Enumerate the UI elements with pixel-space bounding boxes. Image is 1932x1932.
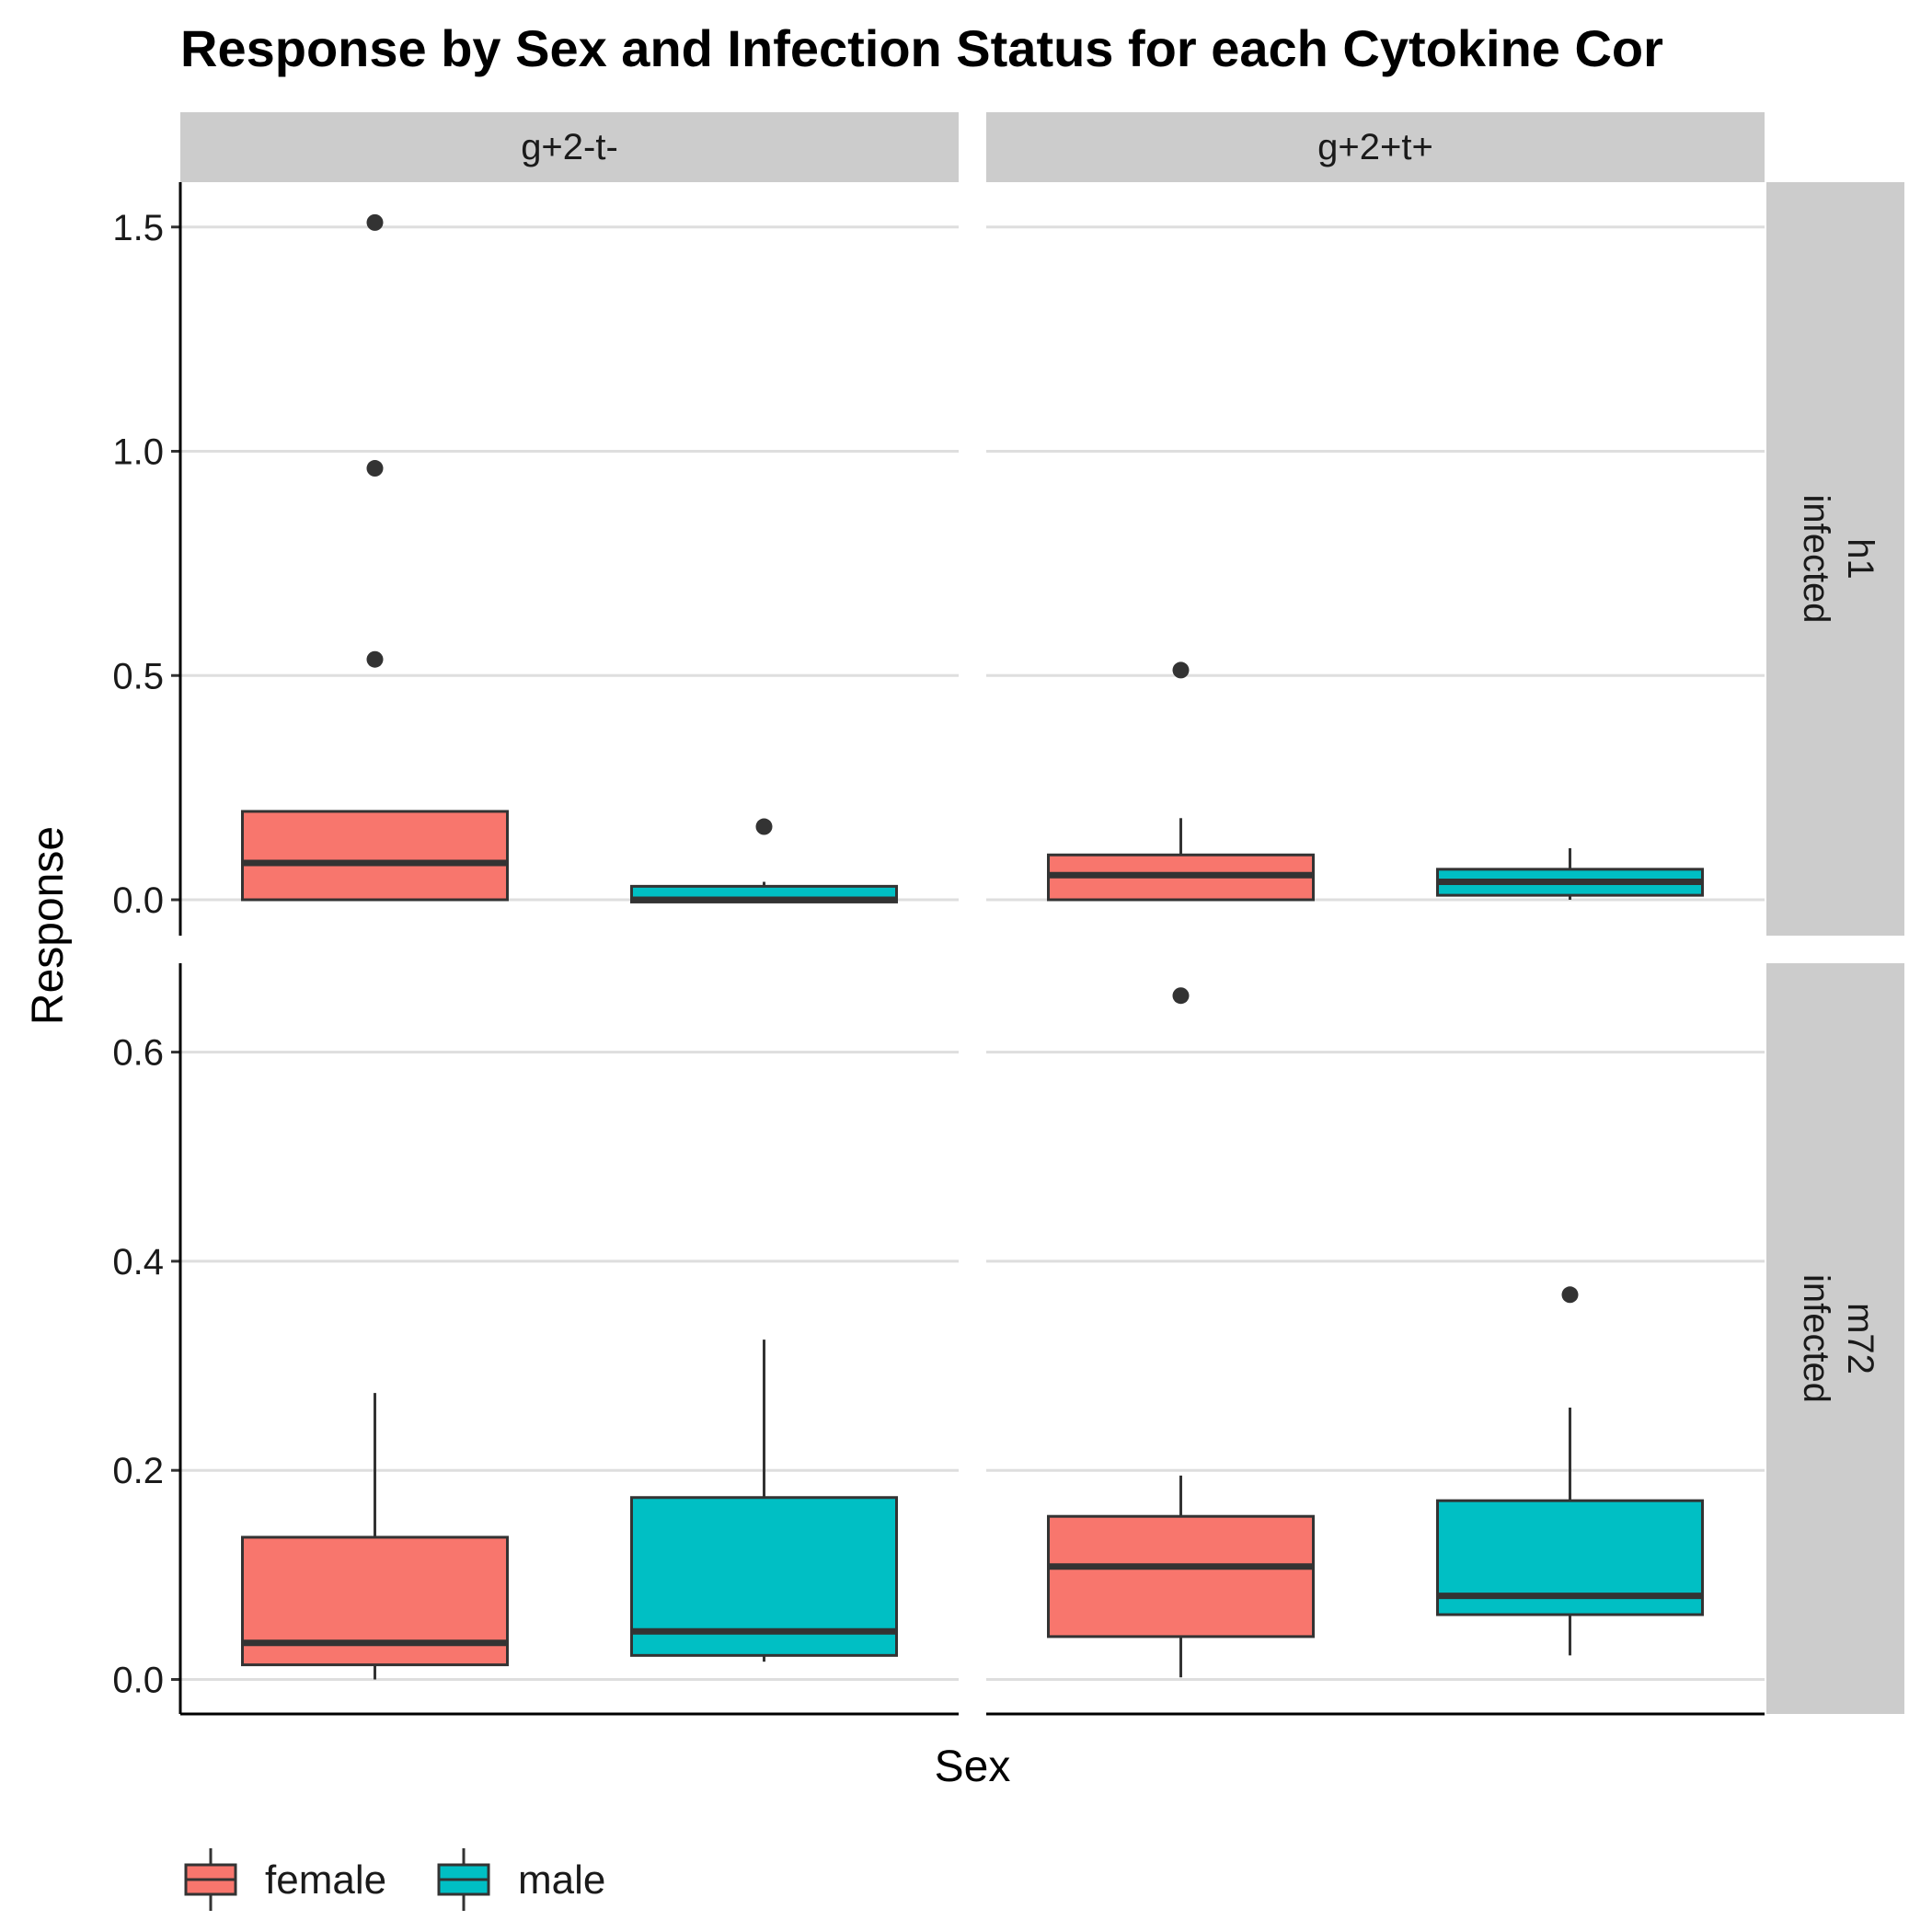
- legend-label: female: [265, 1857, 386, 1903]
- y-axis-label: Response: [24, 826, 73, 1025]
- y-tick-label: 1.5: [112, 208, 164, 248]
- outlier-point: [1172, 661, 1190, 679]
- y-tick-label: 0.2: [112, 1451, 164, 1491]
- chart-body: g+2-t-g+2+t+h1infectedm72infected0.00.51…: [112, 112, 1904, 1716]
- y-tick-label: 0.0: [112, 1660, 164, 1700]
- row-strip-label-line: m72: [1840, 1303, 1880, 1374]
- row-strip-label-line: infected: [1796, 1274, 1836, 1403]
- y-tick-label: 0.0: [112, 880, 164, 921]
- row-strip: [1766, 182, 1904, 936]
- y-tick-label: 0.6: [112, 1033, 164, 1074]
- outlier-point: [1561, 1286, 1579, 1304]
- box-female: [241, 810, 509, 902]
- y-tick-label: 0.5: [112, 656, 164, 696]
- row-strip-label: m72infected: [1796, 1274, 1880, 1403]
- row-strip: [1766, 963, 1904, 1714]
- outlier-point: [366, 213, 384, 231]
- column-strip-label: g+2+t+: [1317, 127, 1433, 167]
- y-tick-label: 1.0: [112, 432, 164, 473]
- box-female: [1047, 1514, 1315, 1639]
- column-strip-label: g+2-t-: [521, 127, 618, 167]
- chart-title: Response by Sex and Infection Status for…: [180, 19, 1663, 77]
- column-strip: [986, 112, 1765, 182]
- row-strip-label-line: h1: [1840, 538, 1880, 580]
- column-strip: [180, 112, 959, 182]
- legend-label: male: [518, 1857, 605, 1903]
- y-tick-label: 0.4: [112, 1242, 164, 1282]
- x-axis-label: Sex: [935, 1742, 1011, 1791]
- outlier-point: [366, 650, 384, 668]
- outlier-point: [366, 460, 384, 477]
- legend: female male: [184, 1848, 605, 1911]
- outlier-point: [755, 818, 773, 835]
- row-strip-label: h1infected: [1796, 494, 1880, 623]
- outlier-point: [1172, 987, 1190, 1005]
- row-strip-label-line: infected: [1796, 494, 1836, 623]
